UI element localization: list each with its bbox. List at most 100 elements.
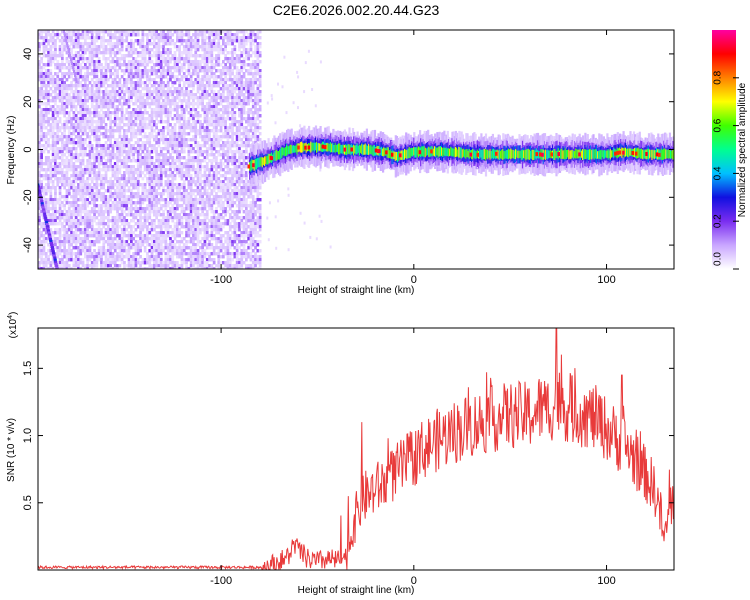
- heatmap-cell: [176, 171, 179, 175]
- heatmap-cell: [88, 243, 92, 247]
- heatmap-cell: [192, 84, 195, 88]
- heatmap-cell: [65, 168, 69, 172]
- heatmap-cell: [136, 51, 140, 55]
- heatmap-cell: [164, 180, 168, 184]
- heatmap-cell: [136, 129, 140, 133]
- heatmap-cell: [86, 93, 89, 97]
- heatmap-cell: [51, 129, 55, 133]
- heatmap-cell: [196, 249, 200, 253]
- heatmap-cell: [199, 33, 202, 37]
- heatmap-cell: [58, 222, 62, 226]
- heatmap-cell: [111, 156, 115, 160]
- heatmap-cell: [102, 222, 106, 226]
- heatmap-cell: [178, 213, 181, 217]
- heatmap-cell: [194, 42, 198, 46]
- heatmap-cell: [90, 201, 94, 205]
- heatmap-cell: [164, 138, 168, 142]
- heatmap-cell: [139, 114, 142, 118]
- heatmap-cell: [67, 225, 71, 229]
- heatmap-cell: [146, 96, 149, 100]
- heatmap-cell: [212, 183, 216, 187]
- heatmap-cell: [84, 129, 87, 133]
- heatmap-cell: [208, 123, 211, 127]
- heatmap-cell: [187, 165, 191, 169]
- heatmap-cell: [51, 210, 55, 214]
- heatmap-cell: [56, 75, 60, 79]
- heatmap-cell: [210, 75, 214, 79]
- heatmap-cell: [86, 117, 89, 121]
- heatmap-cell: [141, 39, 145, 43]
- heatmap-cell: [44, 204, 48, 208]
- heatmap-cell: [208, 33, 211, 37]
- heatmap-cell: [88, 249, 92, 253]
- heatmap-cell: [192, 150, 195, 154]
- heatmap-cell: [79, 249, 83, 253]
- heatmap-cell: [173, 96, 177, 100]
- heatmap-cell: [205, 84, 209, 88]
- heatmap-cell: [189, 39, 193, 43]
- heatmap-cell: [123, 93, 126, 97]
- heatmap-cell: [169, 87, 172, 91]
- heatmap-cell: [90, 48, 94, 52]
- heatmap-cell: [134, 183, 138, 187]
- heatmap-cell: [84, 39, 87, 43]
- heatmap-cell: [111, 186, 115, 190]
- heatmap-cell: [86, 90, 89, 94]
- heatmap-cell: [63, 207, 66, 211]
- heatmap-cell: [189, 129, 193, 133]
- heatmap-cell: [125, 165, 129, 169]
- heatmap-cell: [201, 48, 204, 52]
- heatmap-cell: [88, 42, 92, 46]
- heatmap-cell: [194, 72, 198, 76]
- heatmap-cell: [127, 231, 131, 235]
- heatmap-cell: [58, 117, 62, 121]
- heatmap-cell: [173, 162, 177, 166]
- heatmap-cell: [61, 243, 64, 247]
- heatmap-cell: [189, 177, 193, 181]
- heatmap-cell: [102, 45, 106, 49]
- heatmap-cell: [54, 90, 57, 94]
- heatmap-cell: [79, 231, 83, 235]
- heatmap-cell: [169, 171, 172, 175]
- heatmap-cell: [72, 225, 76, 229]
- heatmap-cell: [189, 93, 193, 97]
- heatmap-cell: [187, 216, 191, 220]
- heatmap-cell: [159, 117, 163, 121]
- heatmap-cell: [153, 249, 156, 253]
- heatmap-cell: [93, 261, 96, 265]
- heatmap-cell: [81, 243, 85, 247]
- heatmap-cell: [118, 255, 122, 259]
- heatmap-cell: [155, 30, 158, 34]
- heatmap-cell: [90, 42, 94, 46]
- heatmap-cell: [212, 225, 216, 229]
- heatmap-cell: [132, 111, 135, 115]
- heatmap-cell: [72, 99, 76, 103]
- heatmap-cell: [141, 195, 145, 199]
- heatmap-cell: [100, 90, 103, 94]
- heatmap-cell: [178, 87, 181, 91]
- heatmap-cell: [201, 81, 204, 85]
- heatmap-cell: [182, 171, 186, 175]
- heatmap-cell: [61, 96, 64, 100]
- heatmap-cell: [56, 162, 60, 166]
- heatmap-cell: [104, 57, 108, 61]
- heatmap-cell: [47, 168, 50, 172]
- heatmap-cell: [104, 147, 108, 151]
- heatmap-cell: [185, 252, 188, 256]
- heatmap-cell: [155, 42, 158, 46]
- heatmap-cell: [143, 267, 147, 269]
- heatmap-cell: [134, 210, 138, 214]
- heatmap-cell: [120, 102, 124, 106]
- heatmap-cell: [176, 264, 179, 268]
- heatmap-cell: [54, 66, 57, 70]
- heatmap-cell: [63, 141, 66, 145]
- heatmap-cell: [116, 255, 119, 259]
- heatmap-cell: [162, 138, 165, 142]
- heatmap-cell: [127, 258, 131, 262]
- heatmap-cell: [173, 147, 177, 151]
- heatmap-cell: [42, 144, 46, 148]
- heatmap-cell: [166, 201, 170, 205]
- heatmap-cell: [74, 141, 78, 145]
- heatmap-cell: [95, 222, 99, 226]
- heatmap-cell: [141, 228, 145, 232]
